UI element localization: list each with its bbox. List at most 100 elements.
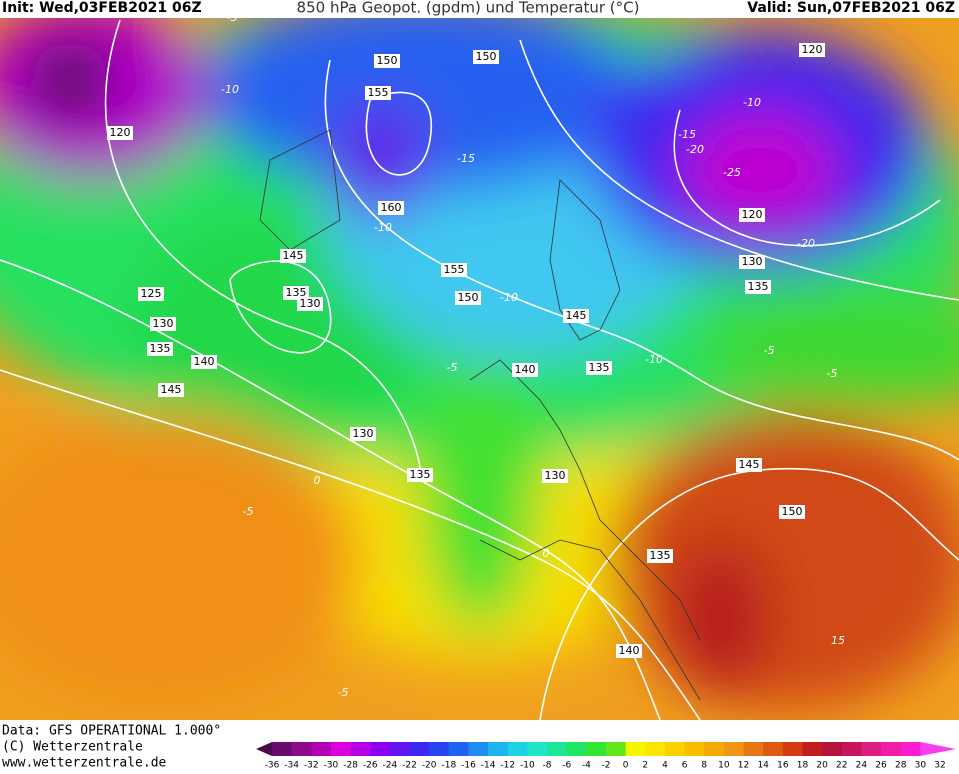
label-box: [512, 363, 538, 377]
geopotential-label: 130: [353, 427, 374, 440]
geopotential-label: 145: [283, 249, 304, 262]
footer-copyright: (C) Wetterzentrale: [2, 740, 143, 755]
colorbar-swatch: [370, 742, 391, 756]
temperature-label: -5: [827, 367, 838, 380]
colorbar-swatch: [566, 742, 587, 756]
temperature-label: -25: [723, 166, 741, 179]
colorbar-tick-label: 28: [895, 761, 907, 771]
colorbar-swatch: [684, 742, 705, 756]
temperature-label: 0: [314, 474, 321, 487]
label-box: [138, 287, 164, 301]
geopotential-label: 155: [368, 86, 389, 99]
label-box: [283, 286, 309, 300]
geopotential-label: 150: [476, 50, 497, 63]
label-box: [441, 263, 467, 277]
temperature-label: -15: [457, 152, 475, 165]
temperature-label: -10: [374, 221, 392, 234]
colorbar-tick-label: -8: [543, 761, 552, 771]
geopotential-label: 135: [589, 361, 610, 374]
temperature-label: -5: [243, 505, 254, 518]
label-box: [779, 505, 805, 519]
colorbar-tick-label: -20: [422, 761, 437, 771]
label-box: [374, 54, 400, 68]
colorbar-swatch: [645, 742, 666, 756]
geopotential-label: 130: [545, 469, 566, 482]
temperature-label: -5: [338, 686, 349, 699]
colorbar-tick-label: -18: [441, 761, 456, 771]
colorbar-tick-label: 6: [682, 761, 688, 771]
label-box: [378, 201, 404, 215]
temperature-label: -5: [227, 11, 238, 24]
geopotential-label: 130: [742, 255, 763, 268]
colorbar-swatch: [606, 742, 627, 756]
colorbar-tick-label: 30: [915, 761, 927, 771]
label-box: [350, 427, 376, 441]
colorbar-swatch: [723, 742, 745, 756]
colorbar-swatch: [743, 742, 764, 756]
colorbar-swatch: [625, 742, 646, 756]
colorbar-tick-label: 22: [836, 761, 847, 771]
label-box: [150, 317, 176, 331]
colorbar-tick-label: -12: [500, 761, 515, 771]
label-box: [297, 297, 323, 311]
field: [0, 18, 959, 720]
label-box: [158, 383, 184, 397]
colorbar-tick-label: 4: [662, 761, 668, 771]
colorbar-tick-label: -24: [383, 761, 398, 771]
colorbar-swatch: [527, 742, 548, 756]
colorbar-tick-label: 24: [856, 761, 868, 771]
geopotential-label: 135: [650, 549, 671, 562]
colorbar-tick-label: 2: [642, 761, 648, 771]
geopotential-label: 130: [153, 317, 174, 330]
colorbar-tick-label: -28: [343, 761, 358, 771]
colorbar-swatch: [468, 742, 489, 756]
temperature-label: -5: [447, 361, 458, 374]
temperature-label: -20: [686, 143, 704, 156]
label-box: [647, 549, 673, 563]
colorbar-swatch: [272, 742, 293, 756]
label-box: [542, 469, 568, 483]
colorbar-tick-label: -22: [402, 761, 417, 771]
map-title: 850 hPa Geopot. (gpdm) und Temperatur (°…: [297, 0, 640, 17]
colorbar-tick-label: -4: [582, 761, 591, 771]
label-box: [586, 361, 612, 375]
geopotential-label: 125: [141, 287, 162, 300]
label-box: [147, 342, 173, 356]
colorbar-tick-label: -34: [284, 761, 299, 771]
colorbar-tick-label: 10: [718, 761, 730, 771]
temperature-label: -10: [743, 96, 761, 109]
colorbar-swatch: [782, 742, 803, 756]
colorbar-tick-label: 14: [757, 761, 769, 771]
label-box: [745, 280, 771, 294]
temperature-label: -15: [678, 128, 696, 141]
footer-data: Data: GFS OPERATIONAL 1.000°: [2, 724, 221, 739]
colorbar-arrow: [256, 742, 272, 756]
colorbar-tick-label: -26: [363, 761, 378, 771]
geopotential-label: 135: [410, 468, 431, 481]
geopotential-label: 120: [110, 126, 131, 139]
init-text: Init: Wed,03FEB2021 06Z: [2, 0, 202, 16]
colorbar-tick-label: -10: [520, 761, 535, 771]
geopotential-label: 150: [377, 54, 398, 67]
geopotential-label: 145: [566, 309, 587, 322]
temperature-label: -10: [221, 83, 239, 96]
colorbar-tick-label: -32: [304, 761, 319, 771]
colorbar-swatch: [802, 742, 823, 756]
contour-labels: 150 1501201551601451551501351301251301351…: [107, 11, 845, 699]
colorbar-swatch: [704, 742, 725, 756]
colorbar-swatch: [664, 742, 686, 756]
colorbar: -36 -34 -32 -30 -28 -26 -24 -22 -20 -18 -16 -14 -12-…: [256, 742, 956, 771]
label-box: [739, 208, 765, 222]
colorbar-swatch: [409, 742, 430, 756]
geopotential-label: 140: [619, 644, 640, 657]
label-box: [280, 249, 306, 263]
colorbar-tick-label: -36: [265, 761, 280, 771]
colorbar-tick-label: -14: [481, 761, 496, 771]
label-box: [455, 291, 481, 305]
geopotential-label: 160: [381, 201, 402, 214]
geopotential-label: 135: [748, 280, 769, 293]
colorbar-swatch: [822, 742, 843, 756]
geopotential-label: 145: [739, 458, 760, 471]
colorbar-swatch: [861, 742, 882, 756]
geopotential-label: 140: [194, 355, 215, 368]
